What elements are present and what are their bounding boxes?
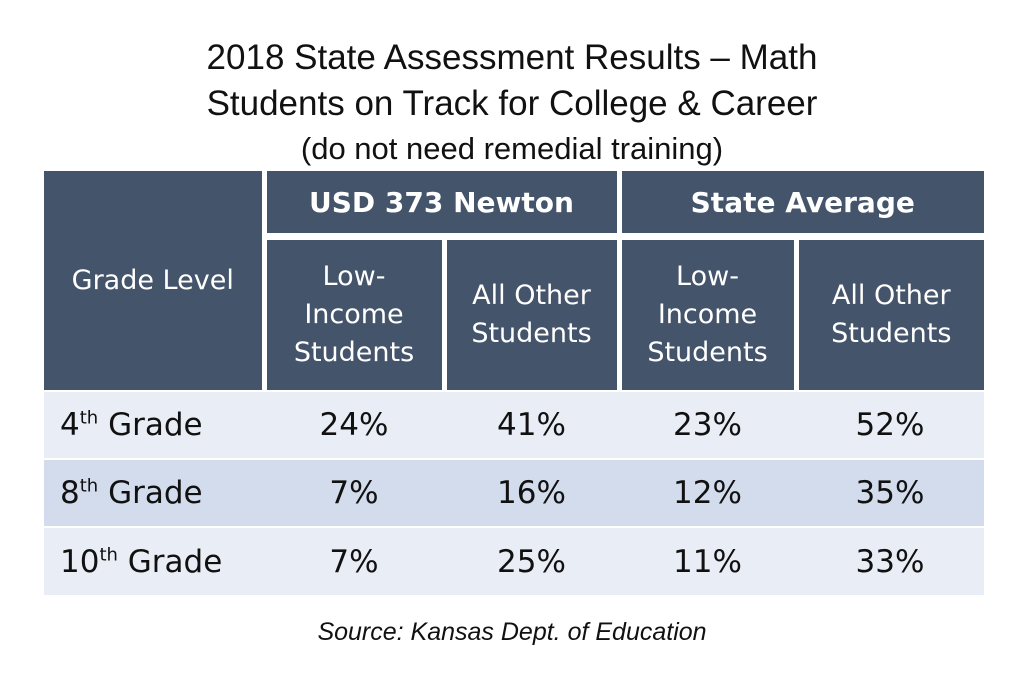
column-header-usd-low-income: Low- Income Students xyxy=(264,236,447,391)
grade-number: 8 xyxy=(60,475,80,511)
column-header-state-all-other: All Other Students xyxy=(796,236,984,391)
table-cell: 41% xyxy=(444,390,619,459)
row-label: 10th Grade xyxy=(44,526,264,595)
grade-level-header: Grade Level xyxy=(44,171,267,391)
grade-number: 4 xyxy=(60,407,80,443)
grade-suffix: th xyxy=(79,407,99,429)
grade-suffix: th xyxy=(79,475,99,497)
group-header-state-average: State Average xyxy=(619,171,984,240)
column-header-line: Students xyxy=(293,337,415,368)
table-cell: 52% xyxy=(796,390,984,459)
column-header-line: Students xyxy=(831,318,952,349)
table-cell: 35% xyxy=(796,458,984,527)
table-cell: 7% xyxy=(264,458,444,527)
table-cell: 16% xyxy=(444,458,619,527)
table-cell: 24% xyxy=(264,390,444,459)
table-row: 8th Grade 7% 16% 12% 35% xyxy=(44,458,984,527)
grade-word: Grade xyxy=(108,407,203,443)
grade-word: Grade xyxy=(127,543,223,580)
table-cell: 25% xyxy=(444,526,619,595)
row-label: 4th Grade xyxy=(44,390,264,459)
column-header-usd-all-other: All Other Students xyxy=(444,236,622,391)
group-header-usd373: USD 373 Newton xyxy=(264,171,622,240)
chart-title: 2018 State Assessment Results – Math xyxy=(206,38,818,77)
column-header-line: Students xyxy=(647,337,768,368)
table-row: 4th Grade 24% 41% 23% 52% xyxy=(44,390,984,459)
grade-word: Grade xyxy=(108,475,203,511)
column-header-line: Low- xyxy=(676,261,739,292)
column-header-line: Income xyxy=(304,299,404,330)
results-table: Grade Level USD 373 Newton State Average… xyxy=(44,171,984,595)
grade-suffix: th xyxy=(99,544,118,566)
table-row: 10th Grade 7% 25% 11% 33% xyxy=(44,526,984,595)
column-header-line: All Other xyxy=(831,280,951,311)
table-cell: 11% xyxy=(619,526,796,595)
grade-number: 10 xyxy=(60,543,100,580)
table-cell: 7% xyxy=(264,526,444,595)
row-label: 8th Grade xyxy=(44,458,264,527)
column-header-line: Students xyxy=(471,318,592,349)
column-header-line: All Other xyxy=(472,280,591,311)
column-header-state-low-income: Low- Income Students xyxy=(619,236,799,391)
table-cell: 23% xyxy=(619,390,796,459)
column-header-line: Low- xyxy=(322,261,386,292)
column-header-line: Income xyxy=(657,299,758,330)
table-cell: 12% xyxy=(619,458,796,527)
chart-subtitle-note: (do not need remedial training) xyxy=(300,131,724,166)
table-cell: 33% xyxy=(796,526,984,595)
source-note: Source: Kansas Dept. of Education xyxy=(317,618,707,646)
chart-subtitle: Students on Track for College & Career xyxy=(206,84,818,123)
